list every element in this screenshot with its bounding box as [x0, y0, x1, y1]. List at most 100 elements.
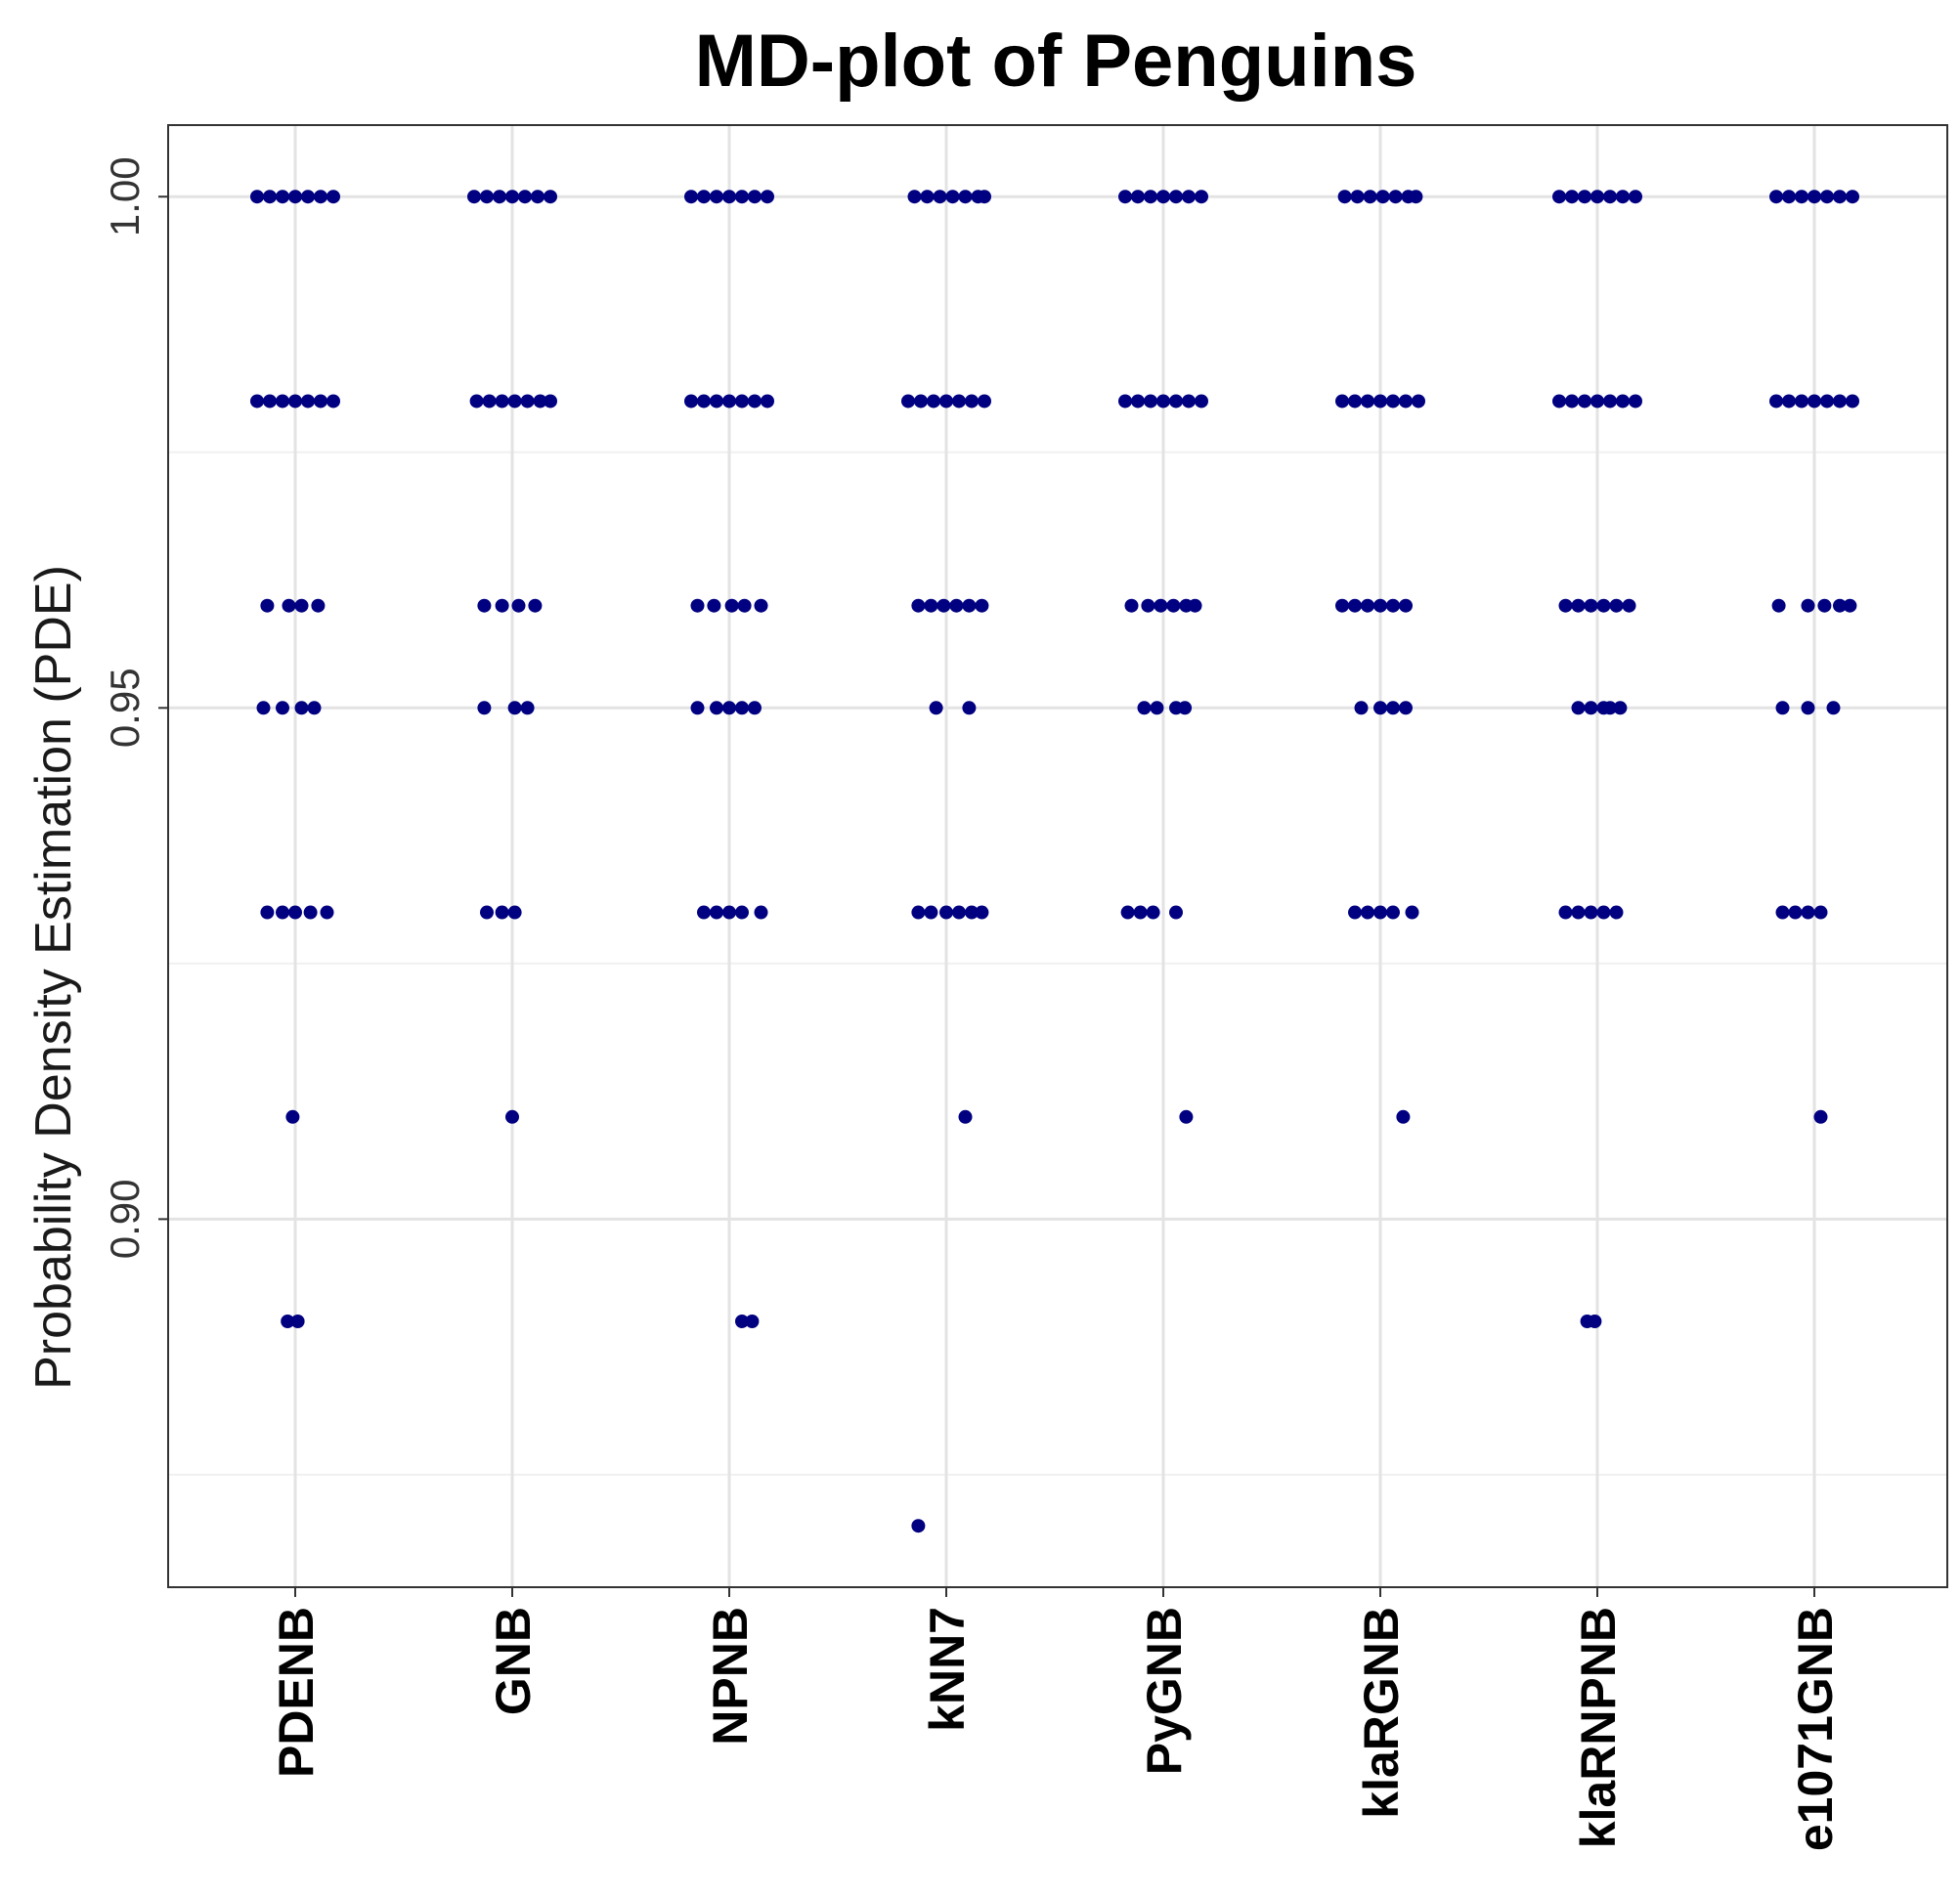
data-point	[482, 394, 497, 409]
data-point	[684, 394, 698, 409]
data-point	[911, 1519, 926, 1533]
data-point	[1590, 190, 1604, 204]
data-point	[1771, 598, 1786, 613]
data-point	[1801, 701, 1815, 715]
data-point	[1826, 701, 1841, 715]
data-point	[754, 598, 768, 613]
data-point	[327, 394, 340, 409]
data-point	[952, 905, 966, 920]
data-point	[735, 1315, 749, 1328]
data-point	[1120, 905, 1135, 920]
data-point	[1578, 190, 1591, 204]
data-point	[1769, 394, 1783, 409]
data-point	[697, 394, 711, 409]
data-point	[1156, 394, 1170, 409]
data-point	[962, 598, 977, 613]
data-point	[1552, 190, 1566, 204]
data-point	[1558, 905, 1573, 920]
data-point	[1144, 190, 1157, 204]
data-point	[1588, 1315, 1602, 1328]
data-point	[294, 701, 309, 715]
data-point	[276, 190, 289, 204]
data-point	[907, 190, 922, 204]
data-point	[327, 190, 340, 204]
data-point	[1603, 701, 1617, 715]
data-point	[1335, 394, 1349, 409]
data-point	[1795, 190, 1808, 204]
data-point	[1118, 190, 1132, 204]
data-point	[684, 190, 698, 204]
data-point	[505, 1109, 519, 1124]
data-point	[1603, 190, 1617, 204]
data-point	[1396, 1109, 1411, 1124]
x-tick-label: kNN7	[920, 1607, 975, 1732]
data-point	[256, 701, 271, 715]
y-tick-label: 1.00	[102, 156, 148, 237]
data-point	[690, 701, 705, 715]
data-point	[1801, 905, 1815, 920]
data-point	[911, 598, 926, 613]
data-point	[263, 394, 277, 409]
data-point	[285, 1109, 300, 1124]
data-point	[1361, 394, 1374, 409]
x-tick-label: PyGNB	[1137, 1607, 1192, 1775]
data-point	[1373, 701, 1387, 715]
data-point	[975, 905, 989, 920]
data-point	[1846, 394, 1859, 409]
data-point	[307, 701, 322, 715]
data-point	[290, 1315, 305, 1328]
x-tick-label: e1071GNB	[1788, 1607, 1843, 1851]
data-point	[1590, 394, 1604, 409]
data-point	[927, 394, 940, 409]
data-point	[1373, 905, 1387, 920]
data-point	[1596, 905, 1611, 920]
data-point	[1131, 394, 1145, 409]
data-point	[1552, 394, 1566, 409]
y-tick-label: 0.95	[102, 668, 148, 748]
data-point	[263, 190, 277, 204]
points-layer	[250, 190, 1859, 1533]
data-point	[1846, 190, 1859, 204]
data-point	[544, 394, 557, 409]
data-point	[710, 394, 723, 409]
data-point	[949, 598, 964, 613]
data-point	[735, 701, 749, 715]
data-point	[1782, 394, 1796, 409]
data-point	[1131, 190, 1145, 204]
data-point	[1118, 394, 1132, 409]
data-point	[480, 905, 494, 920]
data-point	[1399, 394, 1413, 409]
data-point	[294, 598, 309, 613]
data-point	[1596, 598, 1611, 613]
data-point	[288, 394, 302, 409]
data-point	[288, 190, 302, 204]
data-point	[761, 190, 774, 204]
data-point	[745, 1315, 760, 1328]
data-point	[1833, 598, 1847, 613]
data-point	[939, 905, 953, 920]
data-point	[1195, 394, 1208, 409]
data-point	[1609, 905, 1624, 920]
data-point	[1801, 598, 1815, 613]
data-point	[1169, 190, 1183, 204]
data-point	[1775, 701, 1790, 715]
data-point	[939, 394, 953, 409]
data-point	[945, 190, 960, 204]
data-point	[1182, 394, 1196, 409]
data-point	[1584, 598, 1598, 613]
data-point	[303, 905, 318, 920]
axis-layer: 0.90 0.95 1.00 PDENB GNB NPNB kNN7 PyGNB klaRGNB…	[102, 156, 1843, 1851]
data-point	[697, 190, 711, 204]
data-point	[1843, 598, 1857, 613]
data-point	[1558, 598, 1573, 613]
data-point	[735, 905, 749, 920]
data-point	[1169, 394, 1183, 409]
data-point	[480, 190, 494, 204]
data-point	[975, 598, 989, 613]
grid-layer	[168, 125, 1947, 1587]
data-point	[1833, 394, 1847, 409]
data-point	[1609, 598, 1624, 613]
data-point	[1613, 701, 1628, 715]
data-point	[754, 905, 768, 920]
data-point	[544, 190, 557, 204]
